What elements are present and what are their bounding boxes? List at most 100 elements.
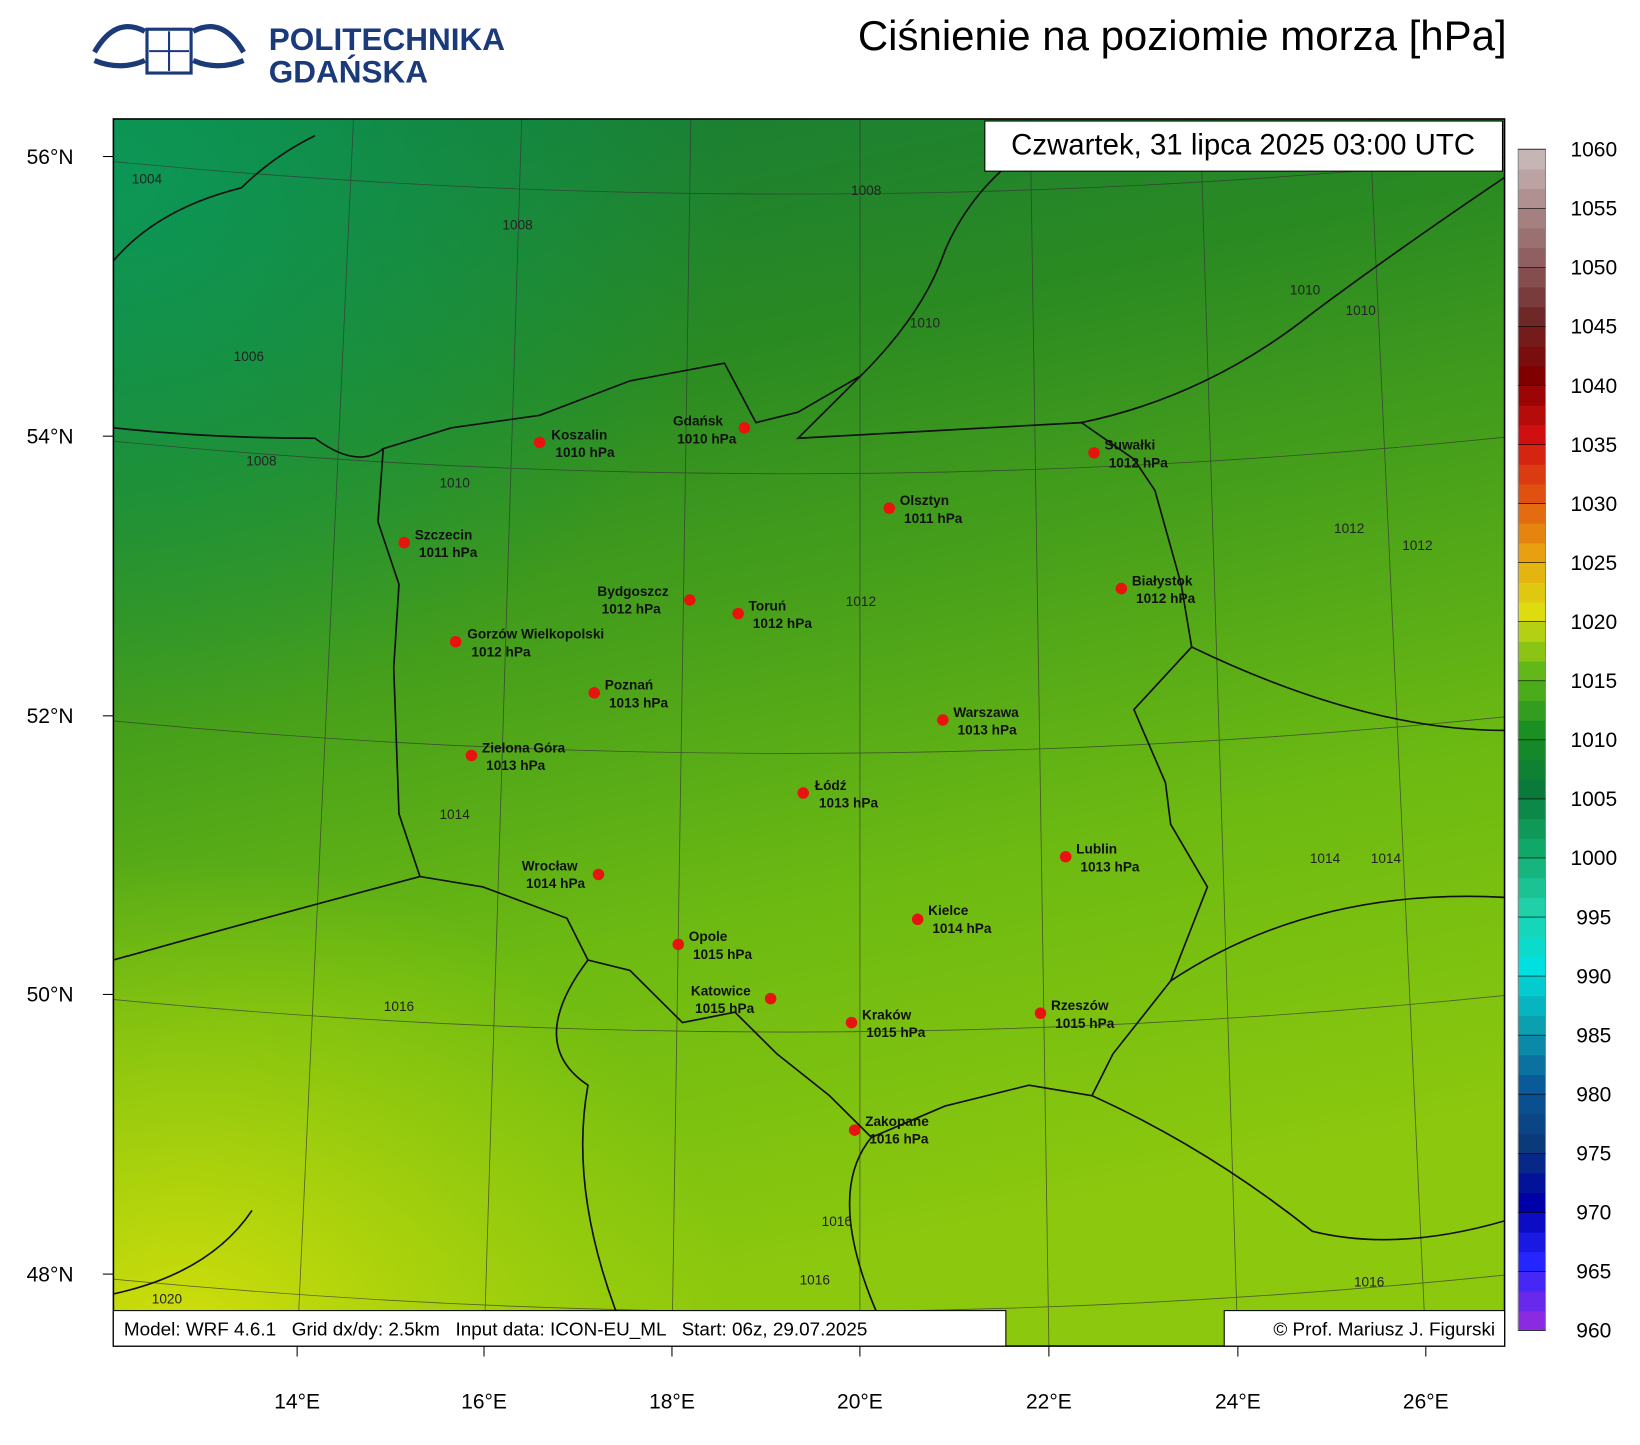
- lat-label: 56°N: [27, 146, 74, 169]
- colorbar-segment: [1518, 1271, 1545, 1291]
- colorbar-segment: [1518, 917, 1545, 937]
- contour-label: 1008: [246, 453, 276, 468]
- colorbar-label: 995: [1576, 906, 1611, 929]
- lat-label: 48°N: [27, 1263, 74, 1286]
- colorbar-segment: [1518, 267, 1545, 287]
- colorbar-segment: [1518, 523, 1545, 543]
- city-name: Białystok: [1132, 573, 1193, 588]
- colorbar-segment: [1518, 858, 1545, 878]
- city-name: Poznań: [605, 678, 653, 693]
- city-name: Opole: [689, 929, 728, 944]
- colorbar-segment: [1518, 504, 1545, 524]
- city-marker: [672, 939, 684, 950]
- logo-text: POLITECHNIKA: [269, 22, 505, 57]
- city-pressure: 1015 hPa: [1055, 1016, 1115, 1031]
- city-marker: [732, 608, 744, 619]
- lon-label: 26°E: [1403, 1391, 1449, 1414]
- city-name: Gdańsk: [673, 414, 723, 429]
- city-name: Zielona Góra: [482, 740, 566, 755]
- colorbar-segment: [1518, 208, 1545, 228]
- colorbar-segment: [1518, 1212, 1545, 1232]
- colorbar-segment: [1518, 346, 1545, 366]
- city-name: Katowice: [691, 984, 751, 999]
- colorbar-segment: [1518, 641, 1545, 661]
- colorbar-label: 1010: [1570, 729, 1617, 752]
- model-info: Model: WRF 4.6.1 Grid dx/dy: 2.5km Input…: [124, 1319, 868, 1341]
- colorbar-segment: [1518, 1173, 1545, 1193]
- city-pressure: 1011 hPa: [904, 511, 963, 526]
- colorbar-label: 1000: [1570, 847, 1617, 870]
- contour-label: 1016: [800, 1273, 830, 1288]
- contour-label: 1014: [1310, 851, 1341, 866]
- contour-label: 1010: [439, 475, 470, 490]
- colorbar-segment: [1518, 425, 1545, 445]
- city-name: Warszawa: [953, 705, 1019, 720]
- colorbar-label: 1025: [1570, 552, 1617, 575]
- city-name: Kraków: [862, 1008, 912, 1023]
- city-marker: [466, 750, 478, 761]
- lat-label: 54°N: [27, 426, 74, 449]
- city-pressure: 1012 hPa: [1136, 591, 1196, 606]
- city-marker: [797, 787, 809, 798]
- city-marker: [1035, 1007, 1047, 1018]
- colorbar-segment: [1518, 228, 1545, 248]
- city-marker: [398, 537, 410, 548]
- city-marker: [1116, 583, 1128, 594]
- contour-label: 1014: [439, 807, 470, 822]
- contour-label: 1010: [910, 316, 941, 331]
- colorbar-segment: [1518, 464, 1545, 484]
- map-title: Ciśnienie na poziomie morza [hPa]: [858, 12, 1507, 59]
- contour-label: 1008: [851, 183, 881, 198]
- city-name: Toruń: [749, 598, 787, 613]
- colorbar-segment: [1518, 287, 1545, 307]
- colorbar-segment: [1518, 1094, 1545, 1114]
- city-pressure: 1013 hPa: [486, 758, 546, 773]
- contour-label: 1020: [152, 1291, 183, 1306]
- colorbar-segment: [1518, 681, 1545, 701]
- colorbar-label: 1005: [1570, 788, 1617, 811]
- city-pressure: 1013 hPa: [819, 796, 879, 811]
- colorbar-segment: [1518, 445, 1545, 465]
- city-name: Olsztyn: [900, 493, 949, 508]
- city-pressure: 1015 hPa: [695, 1001, 755, 1016]
- valid-time: Czwartek, 31 lipca 2025 03:00 UTC: [1011, 129, 1475, 162]
- city-pressure: 1010 hPa: [555, 445, 615, 460]
- city-marker: [450, 636, 462, 647]
- colorbar-segment: [1518, 1015, 1545, 1035]
- colorbar-segment: [1518, 1252, 1545, 1272]
- colorbar-segment: [1518, 661, 1545, 681]
- city-marker: [1088, 447, 1100, 458]
- colorbar-segment: [1518, 1035, 1545, 1055]
- city-marker: [912, 914, 924, 925]
- colorbar-segment: [1518, 484, 1545, 504]
- city-marker: [884, 502, 896, 513]
- colorbar-segment: [1518, 1291, 1545, 1311]
- colorbar-segment: [1518, 169, 1545, 189]
- city-name: Lublin: [1076, 842, 1117, 857]
- city-name: Rzeszów: [1051, 998, 1109, 1013]
- colorbar-segment: [1518, 1193, 1545, 1213]
- city-pressure: 1012 hPa: [753, 616, 813, 631]
- colorbar-segment: [1518, 897, 1545, 917]
- colorbar-segment: [1518, 326, 1545, 346]
- contour-label: 1010: [1290, 282, 1321, 297]
- copyright: © Prof. Mariusz J. Figurski: [1273, 1319, 1495, 1340]
- city-pressure: 1010 hPa: [677, 432, 737, 447]
- colorbar-segment: [1518, 622, 1545, 642]
- contour-label: 1006: [234, 349, 264, 364]
- city-marker: [849, 1124, 861, 1135]
- lat-label: 50°N: [27, 984, 74, 1007]
- city-pressure: 1014 hPa: [932, 921, 992, 936]
- colorbar-segment: [1518, 602, 1545, 622]
- city-pressure: 1012 hPa: [471, 644, 531, 659]
- city-pressure: 1013 hPa: [958, 723, 1018, 738]
- contour-label: 1012: [1402, 538, 1432, 553]
- colorbar-segment: [1518, 1134, 1545, 1154]
- city-pressure: 1013 hPa: [1080, 859, 1140, 874]
- colorbar-segment: [1518, 1153, 1545, 1173]
- logo-text: GDAŃSKA: [269, 55, 428, 90]
- lon-label: 14°E: [274, 1391, 320, 1414]
- colorbar-segment: [1518, 720, 1545, 740]
